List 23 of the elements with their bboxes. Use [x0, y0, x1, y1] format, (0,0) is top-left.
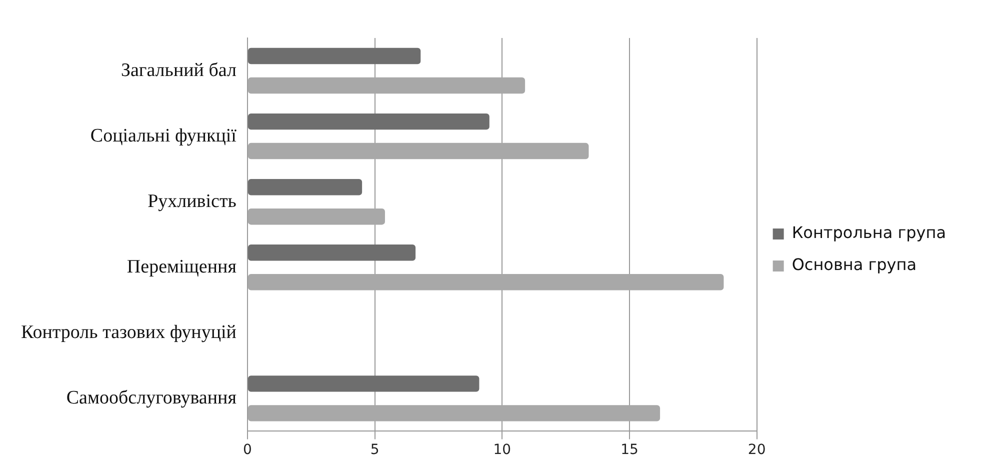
x-tick-label: 20 — [748, 442, 766, 458]
x-tick-label: 10 — [493, 442, 512, 458]
bar — [248, 274, 724, 290]
y-tick-label: Самообслуговування — [66, 387, 237, 408]
bar — [248, 113, 490, 130]
bar — [248, 208, 385, 225]
bar — [248, 48, 421, 64]
bar — [248, 178, 362, 196]
x-tick-label: 15 — [620, 442, 638, 458]
bar — [248, 77, 526, 94]
y-tick-label: Рухливість — [148, 190, 237, 212]
x-tick-label: 0 — [242, 442, 252, 458]
y-tick-label: Переміщення — [126, 256, 237, 278]
x-tick-label: 5 — [370, 442, 380, 458]
y-tick-label: Соціальні функції — [90, 125, 238, 146]
bar — [248, 376, 480, 392]
y-tick-label: Загальний бал — [120, 60, 237, 81]
y-tick-label: Контроль тазових фунуцій — [20, 322, 236, 343]
bar — [248, 142, 589, 160]
legend-label: Контрольна група — [792, 223, 946, 242]
legend-label: Основна група — [792, 255, 917, 274]
bar — [248, 405, 660, 422]
bar — [248, 244, 416, 261]
